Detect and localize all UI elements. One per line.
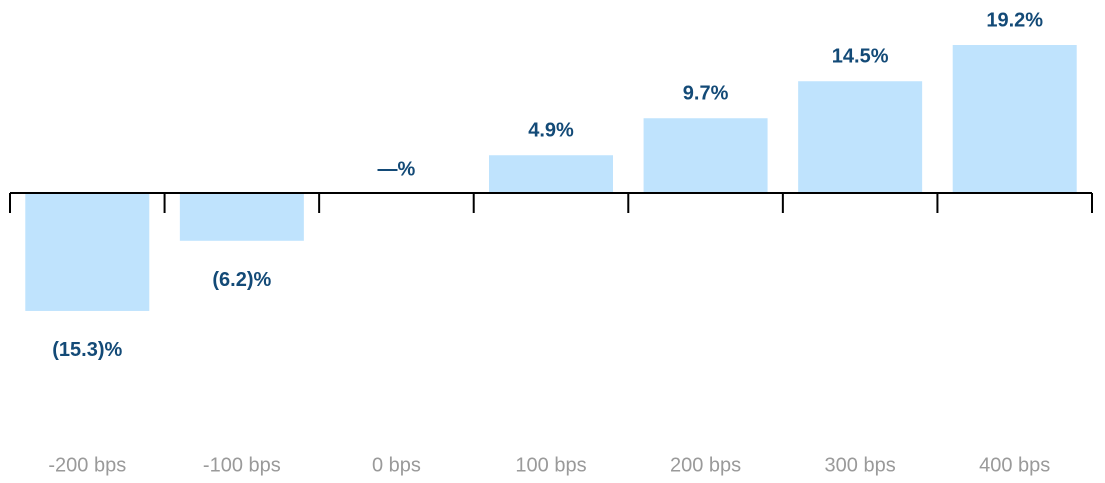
x-tick-label: 400 bps xyxy=(979,454,1050,476)
value-label: (6.2)% xyxy=(212,269,271,291)
bar xyxy=(179,193,304,241)
value-label: 14.5% xyxy=(832,46,889,68)
bar xyxy=(489,155,613,193)
bar xyxy=(643,118,768,193)
value-label: 4.9% xyxy=(528,120,574,142)
bar xyxy=(952,45,1077,193)
x-tick-label: 100 bps xyxy=(515,454,586,476)
x-tick-label: -100 bps xyxy=(203,454,281,476)
bar xyxy=(798,81,923,193)
value-label: —% xyxy=(378,158,416,180)
value-label: 19.2% xyxy=(986,9,1043,31)
value-label: 9.7% xyxy=(683,83,729,105)
bar xyxy=(25,193,150,311)
x-tick-label: 200 bps xyxy=(670,454,741,476)
value-label: (15.3)% xyxy=(52,339,122,361)
x-tick-label: 0 bps xyxy=(372,454,421,476)
x-tick-label: 300 bps xyxy=(825,454,896,476)
x-tick-label: -200 bps xyxy=(48,454,126,476)
